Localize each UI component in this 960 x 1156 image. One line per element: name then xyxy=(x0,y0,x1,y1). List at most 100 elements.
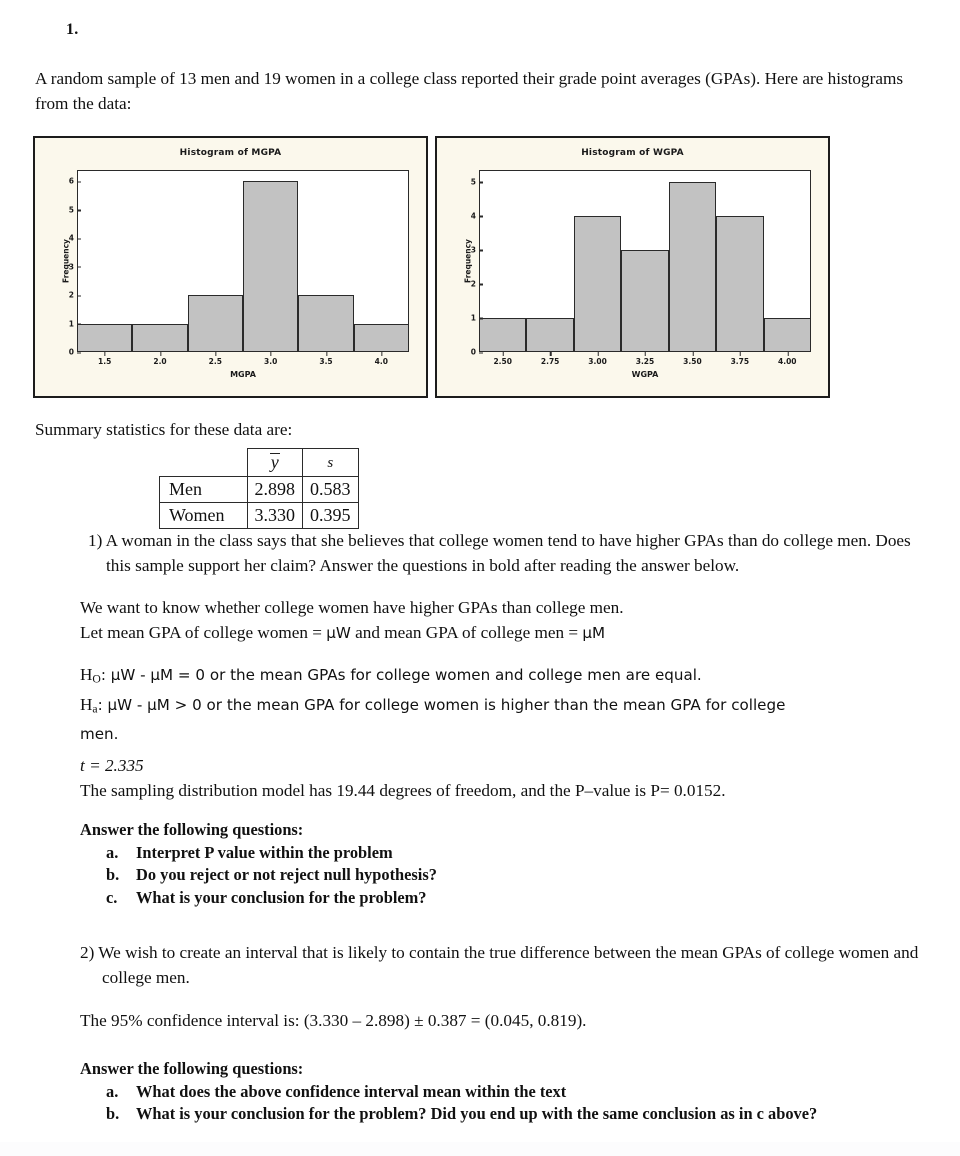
x-axis-tick: 3.0 xyxy=(264,352,278,366)
y-axis-label-wgpa: Frequency xyxy=(463,239,473,283)
histogram-bar xyxy=(716,215,764,352)
table-corner-cell xyxy=(160,449,248,477)
setup-line-2-prefix: Let mean GPA of college women = xyxy=(80,623,327,642)
h0-subscript: O xyxy=(92,672,101,686)
cell-men-sd: 0.583 xyxy=(302,476,359,503)
chart-title-mgpa: Histogram of MGPA xyxy=(179,148,282,158)
x-axis-tick: 4.0 xyxy=(374,352,388,366)
item-text: Do you reject or not reject null hypothe… xyxy=(136,865,437,884)
list-item: a. What does the above confidence interva… xyxy=(106,1081,817,1104)
histogram-wgpa: Histogram of WGPA 0 1 2 3 4 5 2.50 2.75 3.00 3.2… xyxy=(435,136,830,398)
row-label-women: Women xyxy=(159,502,248,529)
item-marker: b. xyxy=(106,1104,120,1123)
hypotheses: HO: μW - μM = 0 or the mean GPAs for col… xyxy=(80,662,800,747)
cell-women-mean: 3.330 xyxy=(246,502,304,529)
ha-text: : μW - μM > 0 or the mean GPA for colleg… xyxy=(80,695,786,744)
summary-statistics-table: y s Men 2.898 0.583 Women 3.330 0.395 xyxy=(159,448,359,529)
x-axis-label-wgpa: WGPA xyxy=(631,370,659,379)
alternative-hypothesis: Ha: μW - μM > 0 or the mean GPA for coll… xyxy=(80,692,800,748)
t-value: t = 2.335 xyxy=(80,756,144,775)
cell-men-mean: 2.898 xyxy=(246,476,304,503)
answer-list-2: a. What does the above confidence interva… xyxy=(80,1081,817,1126)
h0-text: : μW - μM = 0 or the mean GPAs for colle… xyxy=(100,666,702,684)
histogram-bar xyxy=(668,181,717,352)
x-axis-tick: 2.75 xyxy=(540,352,560,366)
x-axis-tick: 1.5 xyxy=(98,352,112,366)
list-item: a. Interpret P value within the problem xyxy=(106,842,437,865)
histogram-bar xyxy=(187,295,243,352)
y-axis-tick: 1 xyxy=(69,319,82,328)
y-axis-tick: 3 xyxy=(471,245,484,254)
question-2-answers: Answer the following questions: a. What d… xyxy=(80,1058,817,1126)
y-axis-tick: 0 xyxy=(69,348,82,357)
y-axis-tick: 6 xyxy=(69,177,82,186)
setup-line-1: We want to know whether college women ha… xyxy=(80,598,624,617)
histogram-bar xyxy=(132,323,188,352)
histogram-bar xyxy=(243,181,299,352)
y-axis-tick: 5 xyxy=(471,177,484,186)
intro-paragraph: A random sample of 13 men and 19 women i… xyxy=(35,69,904,113)
item-marker: a. xyxy=(106,842,119,862)
answer-heading-1: Answer the following questions: xyxy=(80,820,304,839)
item-text: Interpret P value within the problem xyxy=(136,842,393,862)
list-item: b. Do you reject or not reject null hypot… xyxy=(106,864,437,887)
y-axis-tick: 4 xyxy=(69,234,82,243)
setup-line-2: Let mean GPA of college women = μW and m… xyxy=(80,620,930,646)
x-axis-tick: 3.25 xyxy=(635,352,655,366)
h0-label: H xyxy=(80,665,93,684)
x-axis-label-mgpa: MGPA xyxy=(230,370,256,379)
histogram-mgpa: Histogram of MGPA 0 1 2 3 4 5 6 1.5 2.0 2.5 3.0 3.… xyxy=(33,136,428,398)
ha-label: H xyxy=(80,694,93,714)
list-item: c. What is your conclusion for the proble… xyxy=(106,887,437,910)
x-axis-tick: 2.50 xyxy=(493,352,512,366)
question-1-answers: Answer the following questions: a. Interp… xyxy=(80,819,437,909)
histogram-bar xyxy=(353,323,409,352)
table-row: Women 3.330 0.395 xyxy=(159,502,359,529)
test-statistic-block: t = 2.335 The sampling distribution mode… xyxy=(80,753,930,803)
bars-mgpa xyxy=(77,170,409,352)
histogram-bar xyxy=(573,215,622,352)
y-axis-tick: 1 xyxy=(471,313,484,322)
question-1-text: 1) A woman in the class says that she be… xyxy=(88,531,911,575)
item-text: What is your conclusion for the problem?… xyxy=(136,1104,818,1123)
histogram-bar xyxy=(763,317,811,352)
answer-list-1: a. Interpret P value within the problem b… xyxy=(80,842,437,910)
y-axis-tick: 2 xyxy=(471,279,484,288)
plot-wrap-mgpa: 0 1 2 3 4 5 6 1.5 2.0 2.5 3.0 3.5 4.0 MGPA Frequenc… xyxy=(61,170,409,379)
column-header-sd: s xyxy=(302,448,359,477)
histogram-bar xyxy=(479,317,527,352)
item-marker: a. xyxy=(106,1081,119,1101)
table-header-row: y s xyxy=(160,448,359,477)
page-title: 1. xyxy=(66,21,79,38)
bars-wgpa xyxy=(479,170,811,352)
confidence-interval-text: The 95% confidence interval is: (3.330 –… xyxy=(80,1011,587,1030)
x-axis-tick: 3.00 xyxy=(588,352,607,366)
mu-men: μM xyxy=(582,624,606,642)
x-axis-tick: 3.75 xyxy=(730,352,750,366)
plot-wrap-wgpa: 0 1 2 3 4 5 2.50 2.75 3.00 3.25 3.50 3.75 4.00 WGPA… xyxy=(463,170,811,379)
answer-heading-2: Answer the following questions: xyxy=(80,1059,304,1078)
item-text: What does the above confidence interval … xyxy=(136,1081,567,1101)
y-axis-tick: 2 xyxy=(69,291,82,300)
y-axis-tick: 3 xyxy=(69,262,82,271)
histogram-bar xyxy=(298,295,354,352)
histogram-bar xyxy=(77,323,133,352)
column-header-mean: y xyxy=(246,448,304,477)
row-label-men: Men xyxy=(159,476,248,503)
item-text: What is your conclusion for the problem? xyxy=(136,887,427,907)
sampling-distribution-text: The sampling distribution model has 19.4… xyxy=(80,781,726,800)
ha-subscript: a xyxy=(92,702,98,716)
list-item: b. What is your conclusion for the proble… xyxy=(106,1103,817,1126)
item-marker: b. xyxy=(106,865,120,884)
item-marker: c. xyxy=(106,887,118,907)
x-axis-tick: 2.5 xyxy=(208,352,222,366)
question-2-text: 2) We wish to create an interval that is… xyxy=(80,943,919,987)
histogram-bar xyxy=(526,317,574,352)
y-axis-label-mgpa: Frequency xyxy=(61,239,71,283)
x-axis-tick: 3.50 xyxy=(683,352,702,366)
x-axis-tick: 3.5 xyxy=(319,352,333,366)
question-1-setup: We want to know whether college women ha… xyxy=(80,595,930,646)
summary-lead: Summary statistics for these data are: xyxy=(35,420,293,439)
null-hypothesis: HO: μW - μM = 0 or the mean GPAs for col… xyxy=(80,662,800,692)
y-axis-tick: 0 xyxy=(471,348,484,357)
